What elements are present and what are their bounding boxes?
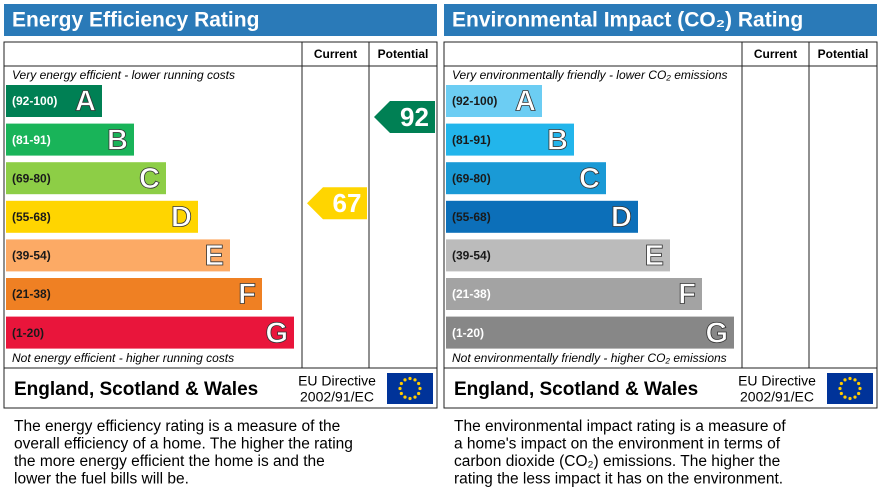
description-line: lower the fuel bills will be. [14,471,189,488]
description-line: a home's impact on the environment in te… [454,436,781,453]
band-letter: E [205,240,224,272]
band-range: (92-100) [12,94,57,108]
eu-star [848,396,852,401]
band-range: (39-54) [12,249,51,263]
eu-star [843,395,847,399]
band-letter: B [547,124,568,156]
eu-star [839,391,843,396]
eu-star [843,378,847,382]
eu-star [857,391,861,396]
eu-star [399,391,403,396]
band-letter: G [705,317,728,349]
footer-directive: EU Directive [738,373,816,389]
description-line: rating the less impact it has on the env… [454,471,783,488]
band [6,85,102,117]
footer-region: England, Scotland & Wales [454,379,698,400]
title-bar [444,4,877,36]
eu-star [408,376,412,381]
description-line: the more energy efficient the home is an… [14,453,325,470]
bottom-note: Not energy efficient - higher running co… [12,351,234,365]
eu-star [417,391,421,396]
band-range: (55-68) [452,210,491,224]
band-letter: E [645,240,664,272]
band [446,200,638,233]
eu-star [848,376,852,381]
band-letter: C [579,163,600,195]
panel-title: Energy Efficiency Rating [12,9,259,32]
eu-star [418,386,422,391]
band [446,85,542,117]
band [6,239,230,272]
top-note: Very environmentally friendly - lower CO… [452,68,728,82]
top-note: Very energy efficient - lower running co… [12,68,235,82]
band-letter: F [238,279,256,311]
band-range: (21-38) [452,287,491,301]
band-range: (81-91) [452,133,491,147]
eu-star [408,396,412,401]
band-range: (69-80) [12,171,51,185]
header-current: Current [754,47,797,61]
band-letter: G [265,317,288,349]
description-line: The energy efficiency rating is a measur… [14,418,340,435]
eu-star [399,381,403,386]
eu-star [403,395,407,399]
header-potential: Potential [378,47,429,61]
table-frame [443,41,878,409]
footer-directive: 2002/91/EC [740,389,814,405]
eu-star [853,395,857,399]
band [6,123,134,156]
description-line: carbon dioxide (CO₂) emissions. The high… [454,453,780,470]
band [6,162,166,195]
band-letter: A [75,86,96,118]
eu-star [398,386,402,391]
band-letter: C [139,163,160,195]
description-line: overall efficiency of a home. The higher… [14,436,353,453]
title-bar [4,4,437,36]
description-line: The environmental impact rating is a mea… [454,418,786,435]
eu-star [858,386,862,391]
band [446,278,702,310]
band-letter: D [611,201,632,233]
rating-arrow [374,101,435,133]
panel-title: Environmental Impact (CO₂) Rating [452,9,803,32]
eu-star [403,378,407,382]
rating-value: 92 [400,102,429,132]
header-potential: Potential [818,47,869,61]
band-range: (1-20) [452,326,484,340]
band [6,200,198,233]
band [6,316,294,349]
footer-region: England, Scotland & Wales [14,379,258,400]
band-range: (69-80) [452,171,491,185]
eu-star [417,381,421,386]
band [446,162,606,195]
table-frame [3,41,438,409]
band [446,239,670,272]
band-range: (81-91) [12,133,51,147]
band-range: (39-54) [452,249,491,263]
footer-directive: EU Directive [298,373,376,389]
band-letter: F [678,279,696,311]
footer-directive: 2002/91/EC [300,389,374,405]
band [446,316,734,349]
eu-star [413,378,417,382]
band-letter: A [515,86,536,118]
eu-star [857,381,861,386]
band-range: (55-68) [12,210,51,224]
header-current: Current [314,47,357,61]
eu-star [853,378,857,382]
band-range: (1-20) [12,326,44,340]
band [446,123,574,156]
band [6,278,262,310]
rating-value: 67 [333,188,362,218]
rating-arrow [307,187,367,220]
eu-star [838,386,842,391]
band-letter: B [107,124,128,156]
eu-star [413,395,417,399]
band-letter: D [171,201,192,233]
band-range: (21-38) [12,287,51,301]
bottom-note: Not environmentally friendly - higher CO… [452,351,727,365]
band-range: (92-100) [452,94,497,108]
eu-star [839,381,843,386]
